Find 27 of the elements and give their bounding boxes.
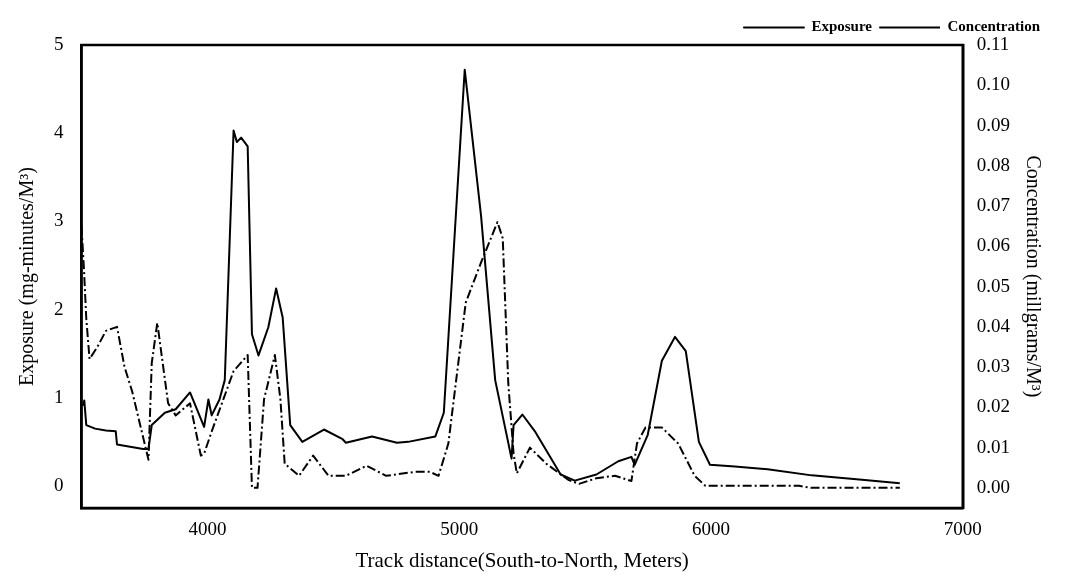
- y-tick-label: 3: [54, 209, 64, 231]
- y2-tick-label: 0.06: [976, 234, 1010, 256]
- x-tick-label: 6000: [691, 518, 730, 540]
- y2-tick-label: 0.10: [976, 73, 1010, 95]
- y2-tick-label: 0.11: [976, 32, 1010, 54]
- x-tick-label: 7000: [943, 518, 982, 540]
- y-tick-label: 1: [54, 385, 64, 407]
- y-tick-label: 5: [54, 32, 64, 54]
- y-tick-label: 4: [54, 121, 64, 143]
- y-tick-label: 0: [54, 473, 64, 495]
- x-tick-label: 5000: [440, 518, 479, 540]
- y2-tick-label: 0.07: [976, 194, 1010, 216]
- y-tick-label: 2: [54, 297, 64, 319]
- y2-tick-label: 0.01: [976, 435, 1010, 457]
- y2-tick-label: 0.09: [976, 113, 1010, 135]
- y2-axis-title: Concentration (millgrams/M³): [1021, 155, 1045, 398]
- x-axis-title: Track distance(South-to-North, Meters): [355, 547, 689, 572]
- x-tick-label: 4000: [188, 518, 227, 540]
- y2-tick-label: 0.00: [976, 475, 1010, 497]
- legend-label: Concentration: [947, 18, 1041, 35]
- y-axis-title: Exposure (mg-minutes/M³): [15, 167, 39, 386]
- y2-tick-label: 0.05: [976, 274, 1010, 296]
- y2-tick-label: 0.03: [976, 355, 1010, 377]
- legend-label: Exposure: [811, 18, 873, 35]
- y2-tick-label: 0.02: [976, 395, 1010, 417]
- y2-tick-label: 0.04: [976, 314, 1011, 336]
- y2-tick-label: 0.08: [976, 153, 1010, 175]
